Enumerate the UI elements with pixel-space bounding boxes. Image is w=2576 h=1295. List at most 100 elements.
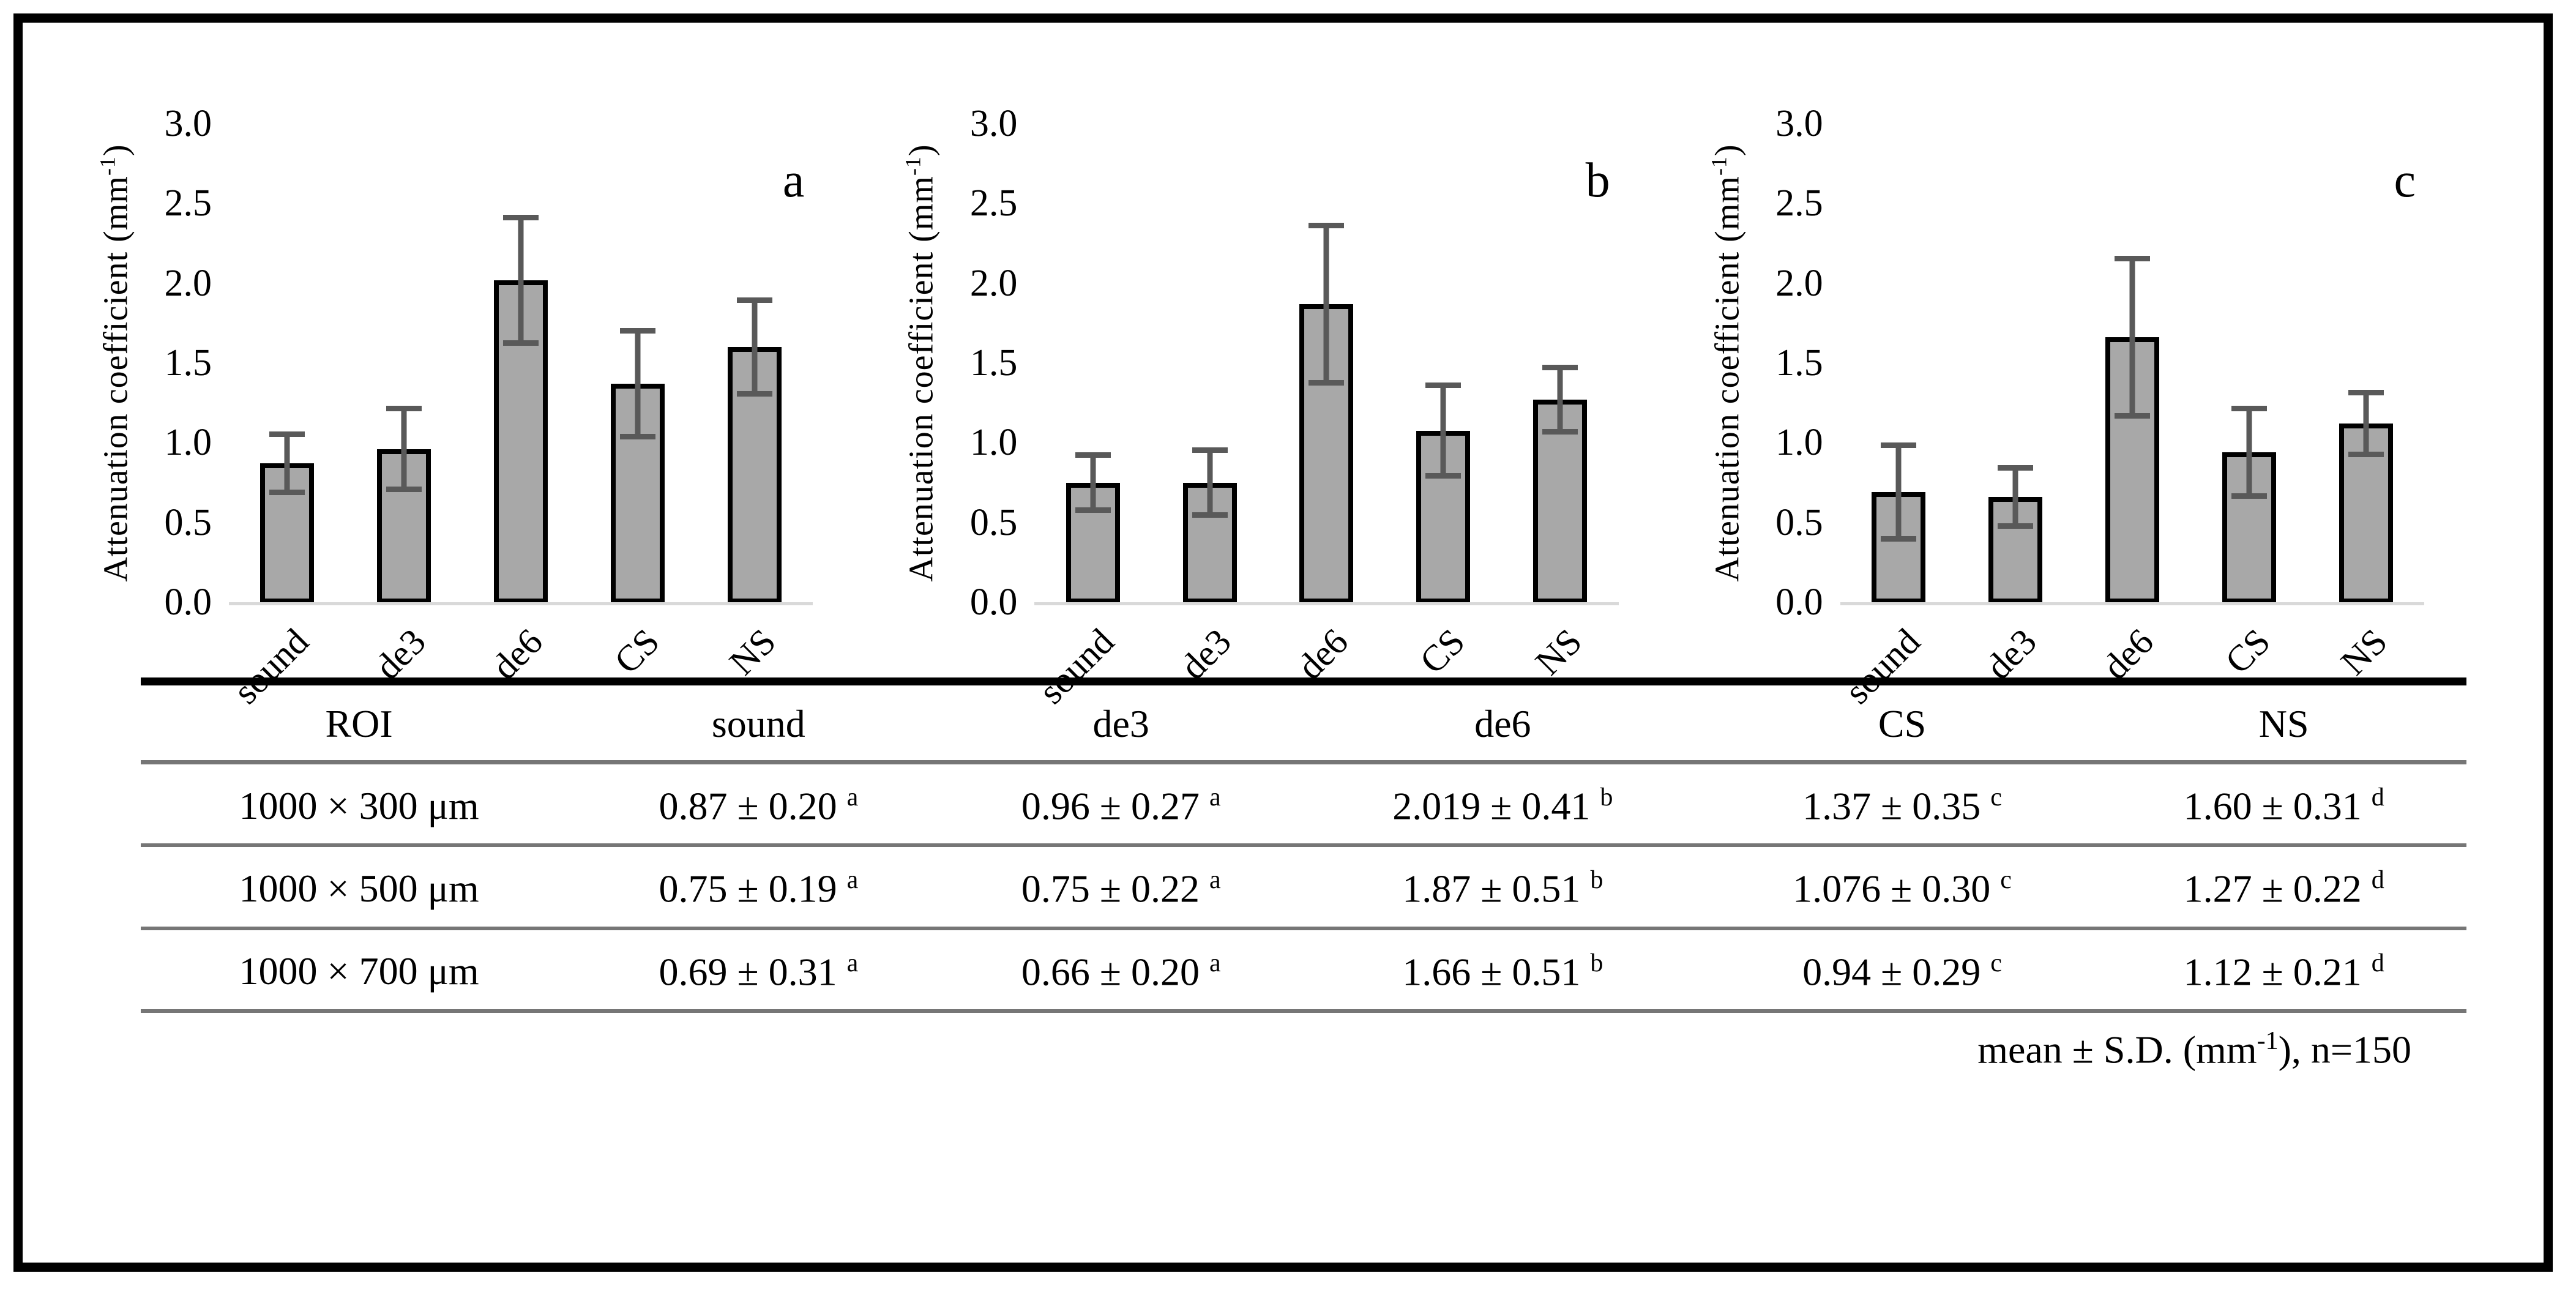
- footnote-sup: -1: [2257, 1026, 2279, 1055]
- error-cap-bottom-sound: [1881, 536, 1917, 542]
- error-cap-bottom-sound: [1075, 507, 1111, 513]
- y-tick-label: 0.5: [164, 501, 212, 543]
- error-cap-top-CS: [2231, 406, 2267, 412]
- error-cap-bottom-NS: [1542, 429, 1578, 435]
- significance-sup: a: [1209, 866, 1221, 895]
- y-tick-label: 3.0: [969, 103, 1018, 144]
- column-header-NS: NS: [2258, 702, 2309, 745]
- table-cell: 0.96 ± 0.27 a: [1021, 783, 1221, 828]
- bar-slot-de6: de6: [463, 124, 580, 687]
- table-cell: 1.37 ± 0.35 c: [1802, 783, 2002, 828]
- error-cap-top-sound: [269, 431, 305, 438]
- y-tick-label: 3.0: [164, 103, 212, 144]
- error-cap-bottom-de3: [386, 487, 422, 493]
- header-row: ROI sound de3 de6 CS NS: [141, 682, 2466, 763]
- figure-frame: Attenuation coefficient (mm-1) 3.0 2.5 2.0 1…: [13, 13, 2553, 1272]
- y-tick-label: 3.0: [1775, 103, 1823, 144]
- column-header-sound: sound: [711, 702, 805, 745]
- error-cap-top-de6: [2114, 256, 2150, 262]
- bar-slot-CS: CS: [1385, 124, 1502, 681]
- bar-slot-sound: sound: [226, 124, 346, 712]
- table-cell: 1.66 ± 0.51 b: [1402, 949, 1603, 993]
- footnote-row: mean ± S.D. (mm-1), n=150: [141, 1011, 2466, 1091]
- error-bar-sound: [1090, 452, 1096, 513]
- bar-slot-de3: de3: [1151, 124, 1268, 687]
- table-cell: 1.12 ± 0.21 d: [2183, 949, 2384, 993]
- error-cap-top-CS: [1425, 383, 1462, 389]
- y-tick-label: 2.5: [1775, 182, 1823, 225]
- y-tick-label: 0.0: [969, 581, 1018, 623]
- error-cap-bottom-CS: [2231, 493, 2267, 499]
- error-bar-sound: [284, 431, 290, 496]
- bar-CS: [611, 383, 665, 602]
- error-bar-NS: [2363, 390, 2369, 457]
- table-cell: 2.019 ± 0.41 b: [1392, 783, 1613, 828]
- table-cell: 0.66 ± 0.20 a: [1021, 949, 1221, 993]
- error-cap-bottom-sound: [269, 490, 305, 496]
- table-cell: 0.87 ± 0.20 a: [659, 783, 859, 828]
- error-cap-top-NS: [1542, 364, 1578, 370]
- error-cap-bottom-NS: [2348, 451, 2384, 457]
- table-footer: mean ± S.D. (mm-1), n=150: [141, 1011, 2466, 1091]
- error-bar-de3: [2012, 465, 2018, 529]
- error-bar-de3: [1207, 447, 1213, 518]
- table-row: 1000 × 300 μm 0.87 ± 0.20 a 0.96 ± 0.27 a 2…: [141, 763, 2466, 846]
- significance-sup: a: [846, 949, 859, 977]
- error-cap-top-CS: [620, 327, 655, 334]
- column-header-de3: de3: [1092, 702, 1149, 745]
- charts-row: Attenuation coefficient (mm-1) 3.0 2.5 2.0 1…: [23, 23, 2544, 712]
- error-bar-de3: [401, 406, 407, 493]
- y-axis: 3.0 2.5 2.0 1.5 1.0 0.5 0.0: [137, 103, 229, 623]
- error-bar-NS: [1557, 364, 1563, 435]
- plot-area: a sound de3 de6 CS NS: [226, 124, 813, 712]
- bar-slot-sound: sound: [1837, 124, 1957, 712]
- x-tick-label-CS: CS: [1412, 621, 1473, 682]
- y-axis-title-sup: -1: [901, 156, 925, 176]
- plot-area-wrap: b sound de3 de6 CS NS: [1031, 124, 1619, 712]
- y-tick-label: 1.5: [164, 342, 212, 384]
- panel-label-b: b: [1585, 154, 1610, 207]
- error-bar-NS: [752, 297, 758, 397]
- y-axis-title: Attenuation coefficient (mm-1): [1706, 144, 1746, 582]
- table-cell: 0.94 ± 0.29 c: [1802, 949, 2002, 993]
- error-bar-de6: [518, 214, 524, 346]
- table-row: 1000 × 500 μm 0.75 ± 0.19 a 0.75 ± 0.22 a 1…: [141, 845, 2466, 928]
- y-axis: 3.0 2.5 2.0 1.5 1.0 0.5 0.0: [1749, 103, 1840, 623]
- table-body: 1000 × 300 μm 0.87 ± 0.20 a 0.96 ± 0.27 a 2…: [141, 763, 2466, 1011]
- plot-area: c sound de3 de6 CS NS: [1837, 124, 2424, 712]
- table-header: ROI sound de3 de6 CS NS: [141, 682, 2466, 763]
- y-axis-title-box: Attenuation coefficient (mm-1): [93, 124, 137, 602]
- y-tick-label: 0.5: [1775, 501, 1823, 543]
- error-bar-CS: [635, 327, 641, 440]
- error-bar-de6: [2129, 256, 2135, 419]
- x-tick-label-NS: NS: [2333, 621, 2395, 683]
- significance-sup: c: [1990, 949, 2002, 977]
- error-cap-top-de6: [1309, 222, 1345, 228]
- error-cap-top-NS: [736, 297, 772, 304]
- y-tick-label: 1.0: [164, 422, 212, 464]
- error-cap-bottom-de6: [1309, 379, 1345, 386]
- bar-slot-de3: de3: [1957, 124, 2074, 687]
- y-axis-title: Attenuation coefficient (mm-1): [901, 144, 941, 582]
- table-footnote: mean ± S.D. (mm-1), n=150: [1977, 1026, 2411, 1072]
- error-cap-bottom-CS: [1425, 472, 1462, 479]
- bar-slot-CS: CS: [2190, 124, 2307, 681]
- y-tick-label: 2.5: [164, 182, 212, 225]
- x-tick-label-CS: CS: [606, 621, 667, 682]
- y-tick-label: 0.0: [164, 581, 212, 623]
- y-tick-label: 2.0: [1775, 262, 1823, 304]
- y-axis: 3.0 2.5 2.0 1.5 1.0 0.5 0.0: [943, 103, 1034, 623]
- roi-cell: 1000 × 700 μm: [239, 949, 479, 993]
- significance-sup: b: [1590, 949, 1603, 977]
- bar-NS: [2339, 424, 2393, 602]
- table-cell: 0.75 ± 0.19 a: [659, 866, 859, 911]
- panel-label-a: a: [782, 154, 805, 207]
- x-tick-label-CS: CS: [2217, 621, 2279, 682]
- bar-slot-de6: de6: [1268, 124, 1385, 687]
- significance-sup: a: [1209, 949, 1221, 977]
- bar-slot-NS: NS: [1502, 124, 1619, 683]
- table-cell: 1.60 ± 0.31 d: [2183, 783, 2384, 828]
- bar-slot-CS: CS: [580, 124, 696, 681]
- plot-area-wrap: c sound de3 de6 CS NS: [1837, 124, 2424, 712]
- y-axis-title-sup: -1: [95, 156, 120, 176]
